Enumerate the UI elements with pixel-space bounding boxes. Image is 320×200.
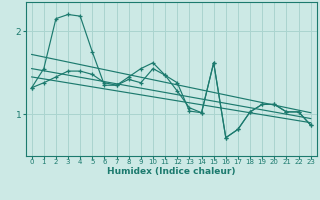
X-axis label: Humidex (Indice chaleur): Humidex (Indice chaleur)	[107, 167, 236, 176]
